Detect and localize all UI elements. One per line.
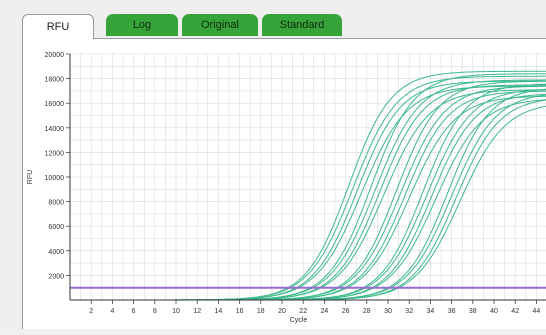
x-tick-label: 44 [533,308,541,315]
chart-panel: 2000 4000 6000 8000 10000 12000 14000 16000 1800… [22,38,546,329]
y-tick-label: 2000 [48,273,64,280]
x-tick-label: 26 [342,308,350,315]
x-tick-label: 18 [257,308,265,315]
tab-standard[interactable]: Standard [262,14,342,36]
amplification-curves [80,70,546,301]
amplification-curve[interactable] [80,93,546,301]
y-tick-label: 14000 [45,126,65,133]
x-tick-label: 22 [299,308,307,315]
view-tab-bar: RFU Log Original Standard [22,14,546,39]
amplification-curve[interactable] [80,80,546,301]
x-tick-label: 24 [321,308,329,315]
amplification-curve[interactable] [80,94,546,301]
amplification-curve[interactable] [80,80,546,301]
y-tick-label: 8000 [48,200,64,207]
x-axis-label: Cycle [290,317,308,324]
x-tick-label: 30 [384,308,392,315]
x-tick-label: 36 [448,308,456,315]
x-tick-label: 4 [110,308,114,315]
x-tick-label: 20 [278,308,286,315]
y-tick-label: 12000 [45,150,65,157]
amplification-curve[interactable] [80,105,546,301]
y-tick-label: 18000 [45,77,65,84]
y-tick-label: 16000 [45,101,65,108]
x-tick-label: 40 [490,308,498,315]
x-tick-label: 6 [132,308,136,315]
x-tick-label: 14 [215,308,223,315]
x-tick-label: 28 [363,308,371,315]
amplification-curve[interactable] [80,79,546,301]
y-axis-label: RFU [27,170,34,184]
y-axis-ticks: 2000 4000 6000 8000 10000 12000 14000 16000 1800… [45,52,70,280]
tab-log[interactable]: Log [106,14,178,36]
x-tick-label: 12 [193,308,201,315]
x-axis-ticks: 2 4 6 8 10 12 14 16 18 20 22 24 26 28 30 32 34 36 38 40 42 44 [89,300,540,315]
tab-rfu[interactable]: RFU [22,14,94,39]
x-tick-label: 38 [469,308,477,315]
y-tick-label: 10000 [45,175,65,182]
x-tick-label: 2 [89,308,93,315]
x-tick-label: 10 [172,308,180,315]
amplification-chart: 2000 4000 6000 8000 10000 12000 14000 16000 1800… [27,52,546,324]
x-tick-label: 8 [153,308,157,315]
x-tick-label: 42 [511,308,519,315]
x-tick-label: 32 [405,308,413,315]
tab-original[interactable]: Original [182,14,258,36]
amplification-curve[interactable] [80,73,546,301]
x-tick-label: 16 [236,308,244,315]
chart-grid [70,53,546,300]
y-tick-label: 20000 [45,52,65,59]
x-tick-label: 34 [427,308,435,315]
y-tick-label: 4000 [48,249,64,256]
y-tick-label: 6000 [48,224,64,231]
